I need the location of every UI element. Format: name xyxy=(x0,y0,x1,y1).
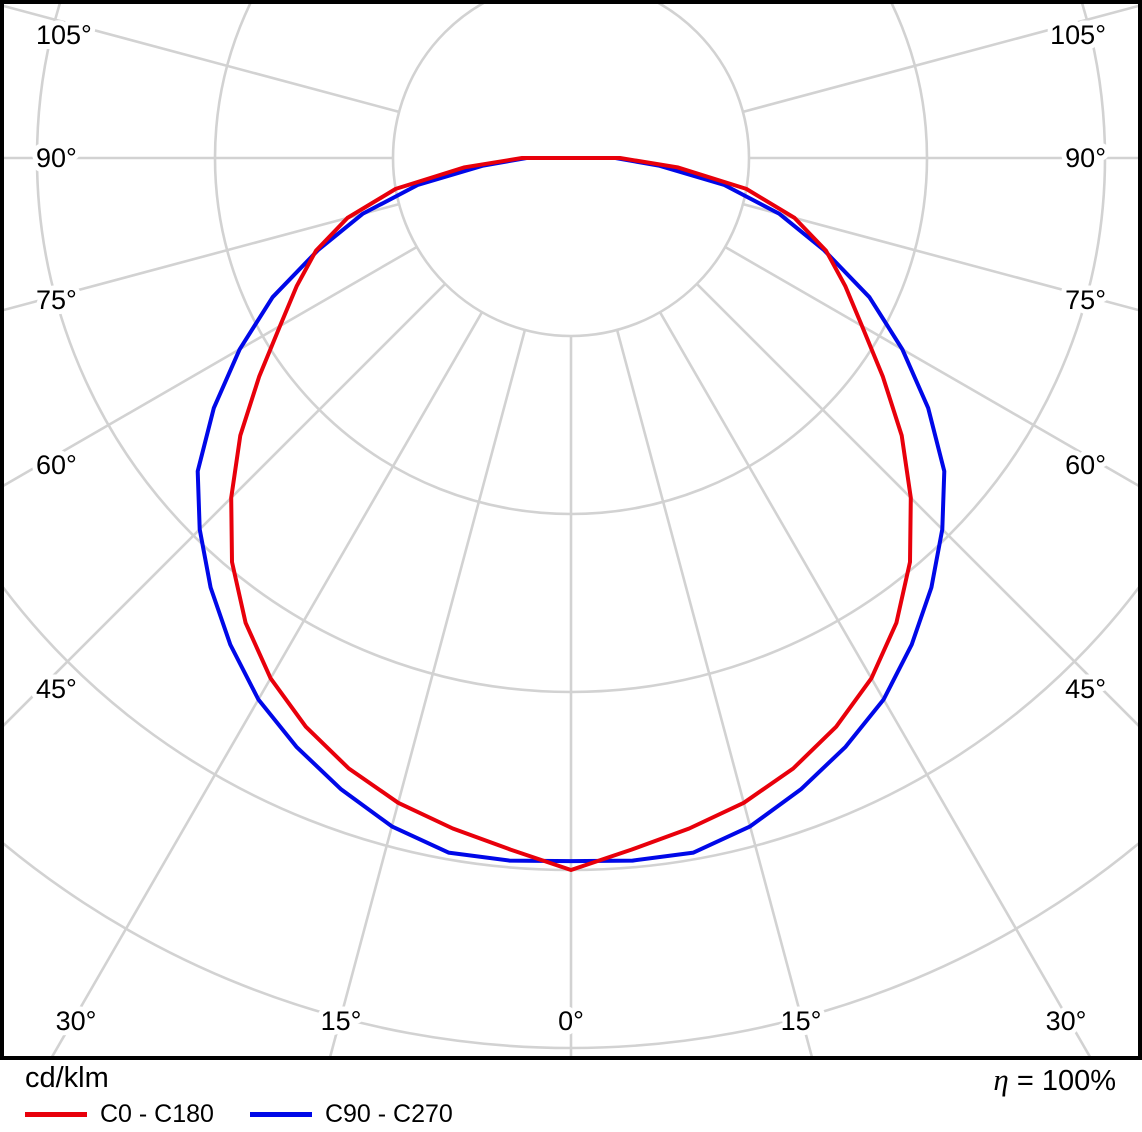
legend-swatch-c0-c180 xyxy=(25,1112,87,1117)
chart-footer: cd/klm η = 100% C0 - C180 C90 - C270 xyxy=(0,1060,1142,1132)
grid-radial-line xyxy=(742,202,1138,312)
plot-border xyxy=(0,0,1142,1060)
efficiency-label: η = 100% xyxy=(993,1062,1116,1098)
legend-label-c90-c270: C90 - C270 xyxy=(324,1100,453,1128)
eta-symbol: η xyxy=(993,1062,1009,1097)
angle-label: 75° xyxy=(36,285,77,315)
angle-label: 30° xyxy=(1046,1006,1087,1036)
grid-radial-line xyxy=(329,329,527,1056)
angle-label: 105° xyxy=(36,20,92,50)
angle-label: 90° xyxy=(36,143,77,173)
angle-label: 105° xyxy=(1050,20,1106,50)
grid-radial-line xyxy=(4,202,400,312)
angle-label: 15° xyxy=(781,1006,822,1036)
grid-radial-line xyxy=(615,329,813,1056)
angle-label: 60° xyxy=(1065,450,1106,480)
angle-label: 60° xyxy=(36,450,77,480)
angle-label: 30° xyxy=(56,1006,97,1036)
legend-item-c90-c270: C90 - C270 xyxy=(249,1100,453,1129)
legend: C0 - C180 C90 - C270 xyxy=(25,1100,453,1129)
grid-radial-line xyxy=(51,311,484,1056)
grid-radial-line xyxy=(658,311,1091,1056)
angle-label: 45° xyxy=(36,674,77,704)
curve-c0-c180 xyxy=(229,156,913,872)
legend-label-c0-c180: C0 - C180 xyxy=(100,1100,214,1128)
unit-label: cd/klm xyxy=(25,1062,109,1094)
grid-radial-line xyxy=(4,4,400,114)
legend-swatch-c90-c270 xyxy=(249,1112,312,1117)
grid-radial-line xyxy=(4,245,418,487)
polar-intensity-diagram: 0° 15° 15° 30° 30° 45° 45° 60° 60° 75° 75° 90° 90° 10… xyxy=(0,0,1142,1060)
polar-grid xyxy=(4,4,1138,1056)
legend-item-c0-c180: C0 - C180 xyxy=(25,1100,214,1129)
grid-radial-line xyxy=(4,282,447,727)
angle-label: 15° xyxy=(321,1006,362,1036)
grid-radial-line xyxy=(724,245,1138,487)
grid-ring xyxy=(391,4,751,338)
angle-label: 0° xyxy=(558,1006,584,1036)
angle-label: 75° xyxy=(1065,285,1106,315)
angle-label: 90° xyxy=(1065,143,1106,173)
efficiency-value: = 100% xyxy=(1008,1065,1116,1097)
angle-label: 45° xyxy=(1065,674,1106,704)
grid-radial-line xyxy=(742,4,1138,114)
grid-radial-line xyxy=(695,282,1138,727)
